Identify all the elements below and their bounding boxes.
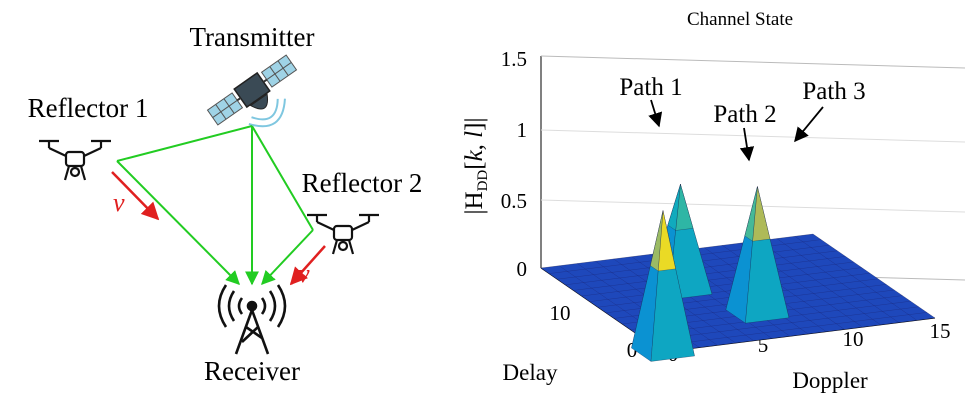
- surface-peak-2: [667, 184, 681, 231]
- peak-label-path2: Path 2: [713, 101, 776, 128]
- satellite-icon: [206, 54, 298, 128]
- signal-paths: [116, 125, 314, 286]
- peak-arrow-path3: [794, 106, 824, 143]
- surface-mesh-line: [776, 238, 899, 323]
- z-tick-label: 1: [517, 118, 528, 142]
- back-top-edge: [540, 55, 966, 69]
- signal-path-tx-to-reflector1: [116, 125, 253, 162]
- doppler-symbol-1: ν: [113, 188, 125, 217]
- delay-tick-label: 0: [627, 338, 638, 362]
- surface-mesh-line: [758, 240, 881, 325]
- antenna-tower-icon: [217, 284, 287, 355]
- reflector1-label: Reflector 1: [28, 93, 149, 123]
- doppler-arrow-1: [111, 171, 160, 221]
- surface-mesh-line: [573, 256, 846, 291]
- signal-path-tx-to-reflector2: [251, 125, 314, 231]
- surface-mesh-line: [589, 267, 862, 302]
- z-axis-label: |HDD[k, l]|: [461, 118, 491, 215]
- chart-title: Channel State: [687, 9, 793, 30]
- delay-axis-label: Delay: [503, 360, 558, 385]
- signal-path-reflector1-to-rx: [116, 160, 240, 285]
- doppler-arrow-2: [289, 245, 326, 286]
- z-tick-label: 0: [517, 257, 528, 281]
- surface-mesh-line: [654, 312, 927, 347]
- drone-icon: [39, 139, 111, 181]
- surface-mesh-line: [646, 306, 919, 341]
- z-tick-label: 1.5: [501, 47, 527, 71]
- doppler-tick-label: 15: [930, 319, 951, 343]
- reflector2-label: Reflector 2: [302, 168, 423, 198]
- receiver-label: Receiver: [204, 356, 300, 386]
- surface-mesh-line: [581, 261, 854, 297]
- surface-mesh-line: [794, 236, 917, 321]
- peak-arrow-path1: [648, 99, 663, 128]
- peak-label-path3: Path 3: [802, 78, 865, 105]
- delay-tick-label: 10: [550, 301, 571, 325]
- doppler-tick-label: 10: [843, 327, 864, 351]
- surface-peak-3: [744, 186, 758, 242]
- peak-label-path1: Path 1: [619, 74, 682, 101]
- doppler-axis-label: Doppler: [792, 368, 868, 393]
- z-tick-label: 0.5: [501, 189, 527, 213]
- transmitter-label: Transmitter: [189, 22, 314, 52]
- peak-arrow-path2: [739, 127, 755, 162]
- gridline: [540, 129, 966, 143]
- doppler-tick-label: 5: [758, 333, 769, 357]
- surface-plot: [540, 184, 936, 362]
- doppler-symbol-2: ν: [298, 259, 310, 288]
- surface-chart: Channel State 1.5 1 0.5 0 |HDD[k, l]| 10…: [461, 9, 966, 393]
- drone-icon: [307, 213, 379, 255]
- scenario-diagram: Transmitter Reflector 1 Reflector 2 Rece…: [28, 22, 423, 386]
- signal-path-reflector2-to-rx: [261, 229, 314, 286]
- surface-peak-1: [650, 210, 664, 272]
